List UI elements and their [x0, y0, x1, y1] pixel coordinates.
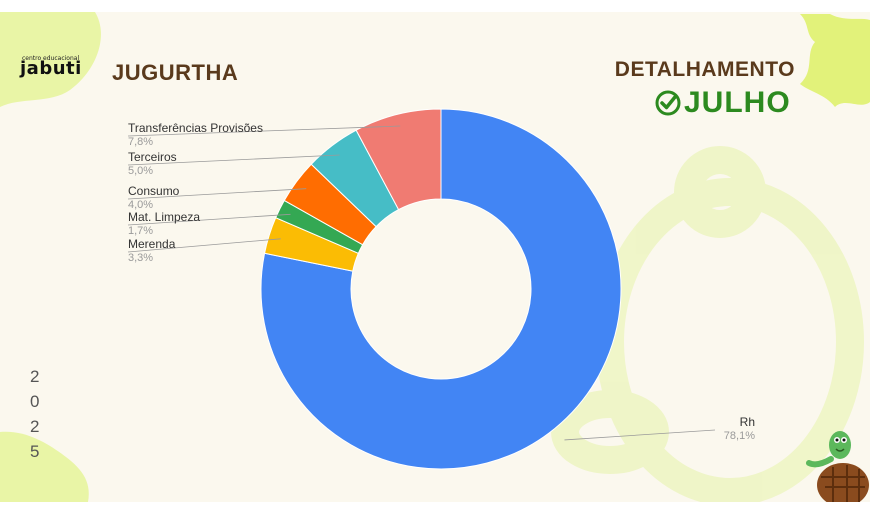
- school-name: JUGURTHA: [112, 60, 239, 85]
- leader-line: [127, 213, 291, 226]
- top-left-blob: [0, 12, 101, 107]
- year-digit: 2: [30, 417, 40, 436]
- slice-label: Consumo: [128, 184, 180, 198]
- year-vertical: 2 0 2 5: [30, 364, 39, 464]
- detail-title: DETALHAMENTO: [614, 58, 795, 81]
- slice-value-label: 78,1%: [724, 430, 755, 442]
- bottom-left-blob: [0, 431, 89, 502]
- slice-value-label: 4,0%: [128, 199, 153, 211]
- pie-slice-rh: [260, 108, 622, 470]
- logo-tagline: centro educacional: [22, 55, 80, 62]
- slice-value-label: 7,8%: [128, 136, 153, 148]
- check-circle-icon: [655, 90, 681, 116]
- pie-slice-transfer-ncias-provis-es: [355, 108, 442, 211]
- year-digit: 2: [30, 367, 40, 386]
- leader-line: [127, 125, 401, 137]
- background-decoration: [0, 12, 870, 502]
- slice-value-label: 5,0%: [128, 165, 153, 177]
- month-badge: JULHO: [655, 86, 791, 120]
- leaf-icon: [800, 14, 870, 107]
- turtle-icon: [806, 431, 869, 502]
- slice-label: Terceiros: [128, 150, 177, 164]
- leader-line: [127, 238, 281, 253]
- slice-label: Rh: [740, 415, 755, 429]
- leader-line: [127, 154, 340, 166]
- year-digit: 0: [30, 392, 40, 411]
- month-label: JULHO: [684, 86, 791, 119]
- slice-label: Mat. Limpeza: [128, 210, 200, 224]
- slice-value-label: 1,7%: [128, 225, 153, 237]
- logo: jabuti: [20, 58, 82, 79]
- leader-line: [564, 429, 716, 441]
- slice-label: Transferências Provisões: [128, 121, 263, 135]
- year-digit: 5: [30, 442, 40, 461]
- slide-canvas: centro educacional jabuti JUGURTHA DETAL…: [0, 12, 870, 502]
- leader-line: [127, 188, 307, 200]
- slice-value-label: 3,3%: [128, 252, 153, 264]
- slice-label: Merenda: [128, 237, 176, 251]
